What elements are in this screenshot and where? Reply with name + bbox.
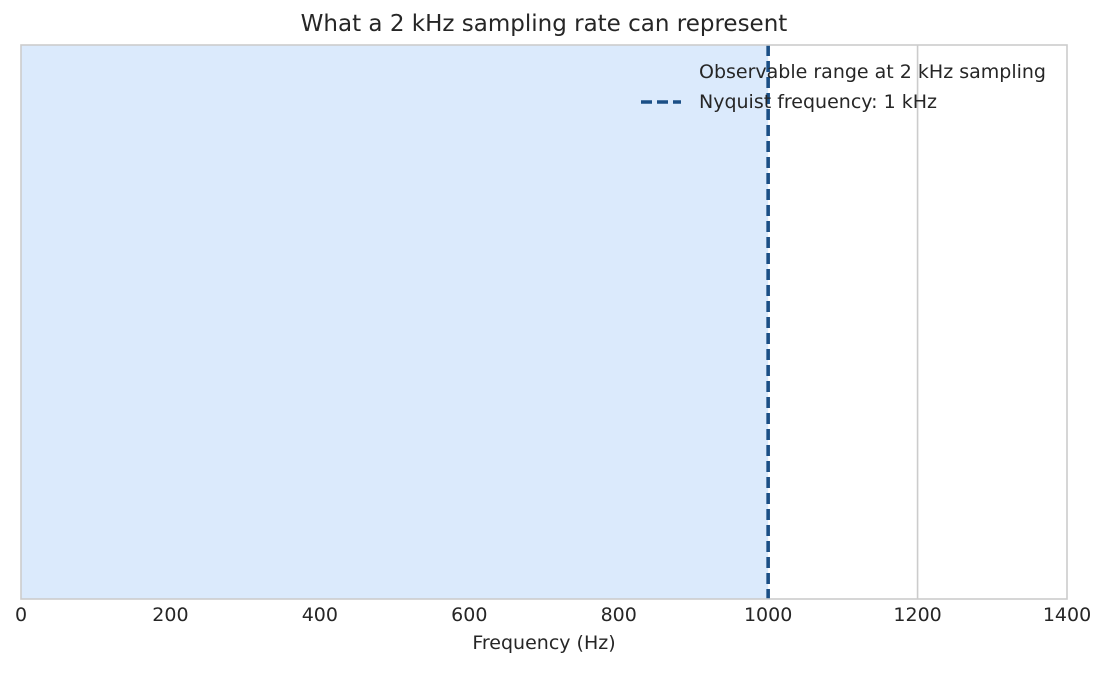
legend: Observable range at 2 kHz sampling Nyquis…: [641, 61, 1046, 113]
x-tick-label: 1200: [893, 604, 941, 626]
chart-title: What a 2 kHz sampling rate can represent: [301, 11, 788, 37]
x-tick-label: 1400: [1043, 604, 1091, 626]
x-tick-label: 800: [601, 604, 637, 626]
legend-label-nyquist: Nyquist frequency: 1 kHz: [699, 91, 937, 113]
axes-frame: [20, 44, 1068, 600]
plot-area: 0 200 400 600 800 1000 1200 1400: [15, 44, 1091, 626]
observable-range-region: [21, 45, 769, 599]
x-tick-label: 200: [152, 604, 188, 626]
x-tick-label: 600: [451, 604, 487, 626]
x-axis-label: Frequency (Hz): [472, 632, 615, 654]
x-tick-label: 1000: [744, 604, 792, 626]
legend-label-observable-range: Observable range at 2 kHz sampling: [699, 61, 1046, 83]
x-tick-label: 0: [15, 604, 27, 626]
x-tick-label: 400: [302, 604, 338, 626]
